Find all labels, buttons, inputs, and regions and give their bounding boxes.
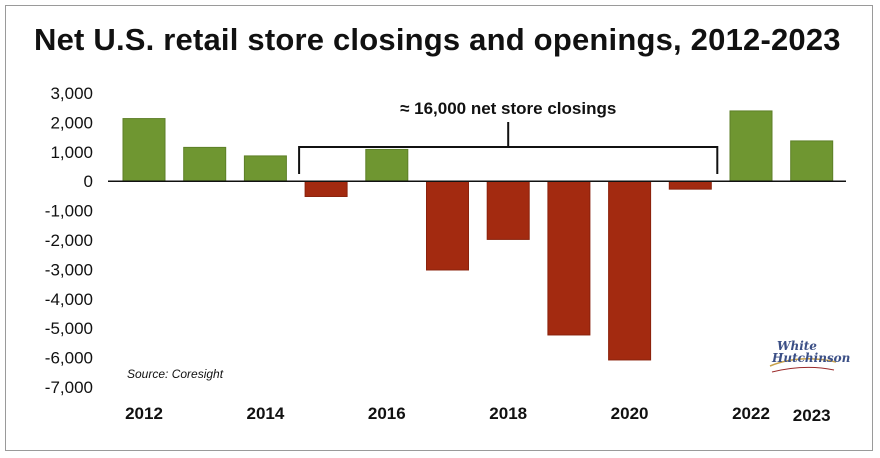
bar-2019 — [547, 180, 591, 336]
x-tick-label-2023: 2023 — [793, 406, 831, 425]
bar-2021 — [668, 180, 712, 190]
y-tick-label: 2,000 — [50, 113, 93, 132]
bar-2012 — [122, 118, 166, 182]
bar-2022 — [729, 110, 773, 182]
y-tick-label: -4,000 — [45, 290, 93, 309]
y-axis-ticks: 3,000 2,000 1,000 0 -1,000 -2,000 -3,000 -4,000… — [45, 84, 93, 397]
y-tick-label: -1,000 — [45, 202, 93, 221]
white-hutchinson-logo: White Hutchinson — [769, 339, 850, 373]
x-tick-label-2012: 2012 — [125, 404, 163, 423]
logo-swoosh-icon-2 — [771, 366, 835, 373]
bar-2017 — [426, 180, 469, 271]
y-tick-label: -3,000 — [45, 260, 93, 279]
chart-title: Net U.S. retail store closings and openi… — [34, 22, 841, 57]
y-tick-label: 3,000 — [50, 84, 93, 103]
y-tick-label: -2,000 — [45, 231, 93, 250]
bar-2020 — [608, 180, 652, 361]
y-tick-label: 0 — [84, 172, 93, 191]
y-tick-label: -7,000 — [45, 378, 93, 397]
bar-2015 — [304, 180, 348, 197]
x-tick-label-2022: 2022 — [732, 404, 770, 423]
x-tick-label-2016: 2016 — [368, 404, 406, 423]
x-tick-label-2018: 2018 — [489, 404, 527, 423]
logo-line-1: White — [777, 339, 817, 353]
bars — [122, 110, 834, 361]
logo-swoosh-icon — [769, 358, 837, 367]
bar-2018 — [486, 180, 530, 240]
logo-line-2: Hutchinson — [771, 351, 850, 365]
bar-2023 — [790, 140, 834, 182]
annotation-bracket — [298, 122, 719, 174]
y-tick-label: -5,000 — [45, 319, 93, 338]
x-axis-ticks: 2012 2014 2016 2018 2020 2022 2023 — [125, 404, 831, 425]
annotation-text: ≈ 16,000 net store closings — [400, 99, 616, 118]
x-tick-label-2014: 2014 — [246, 404, 284, 423]
bar-2014 — [243, 155, 287, 182]
source-note: Source: Coresight — [127, 367, 224, 381]
x-tick-label-2020: 2020 — [611, 404, 649, 423]
bar-2016 — [365, 148, 409, 182]
y-tick-label: -6,000 — [45, 349, 93, 368]
bar-2013 — [183, 146, 227, 182]
y-tick-label: 1,000 — [50, 143, 93, 162]
